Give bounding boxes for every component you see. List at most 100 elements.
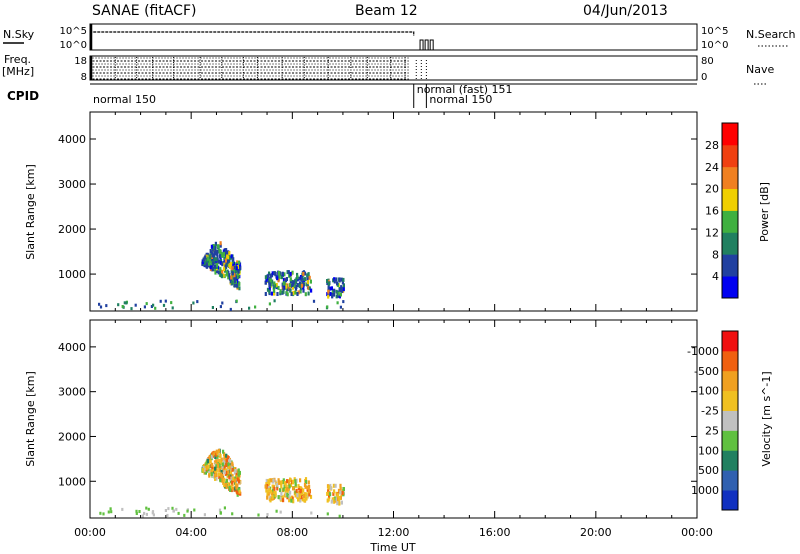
scatter-cell xyxy=(223,256,226,261)
scatter-cell xyxy=(216,254,219,259)
y-tick-label: 1000 xyxy=(58,268,86,281)
scatter-cell xyxy=(295,488,298,493)
scatter-cell xyxy=(270,282,273,287)
scatter-cell xyxy=(237,479,240,484)
scatter-cell xyxy=(305,492,308,497)
scatter-cell xyxy=(203,468,206,473)
scatter-cell xyxy=(328,286,332,291)
scatter-cell xyxy=(215,468,218,473)
scatter-cell xyxy=(215,265,218,269)
scatter-cell xyxy=(326,279,329,283)
velocity-axes: 1000 2000 3000 4000 xyxy=(58,320,698,518)
scatter-cell xyxy=(272,286,275,291)
y-tick-label: 2000 xyxy=(58,430,86,443)
scatter-cell xyxy=(328,495,331,500)
scatter-cell xyxy=(213,253,216,258)
scatter-cell xyxy=(340,500,343,505)
scatter-cell xyxy=(227,465,230,470)
scatter-cell xyxy=(292,290,295,295)
scatter-cell xyxy=(286,486,289,491)
scatter-cell xyxy=(293,283,296,288)
scatter-cell xyxy=(208,473,211,478)
scatter-cell xyxy=(216,269,219,273)
colorbar-swatch xyxy=(722,166,738,190)
scatter-cell xyxy=(99,305,103,309)
y-tick-label: 2000 xyxy=(58,223,86,236)
scatter-cell xyxy=(270,273,273,278)
scatter-cell xyxy=(290,498,293,503)
scatter-cell xyxy=(229,255,232,260)
colorbar-swatch xyxy=(722,430,738,451)
scatter-cell xyxy=(219,305,222,309)
scatter-cell xyxy=(299,498,302,503)
scatter-cell xyxy=(273,486,276,491)
scatter-cell xyxy=(224,468,228,473)
scatter-cell xyxy=(335,277,338,282)
scatter-cell xyxy=(224,254,227,259)
scatter-cell xyxy=(233,265,236,270)
scatter-cell xyxy=(99,511,102,515)
scatter-cell xyxy=(335,497,338,502)
scatter-cell xyxy=(296,493,299,498)
beam-title: Beam 12 xyxy=(355,3,418,19)
scatter-cell xyxy=(219,269,222,274)
nave-tick-bottom: 0 xyxy=(701,72,707,83)
scatter-cell xyxy=(238,489,241,494)
scatter-cell xyxy=(327,485,330,490)
scatter-cell xyxy=(309,279,312,284)
scatter-cell xyxy=(298,284,301,288)
scatter-cell xyxy=(225,271,228,276)
scatter-cell xyxy=(221,262,224,267)
scatter-cell xyxy=(288,484,291,489)
scatter-cell xyxy=(211,265,214,269)
scatter-cell xyxy=(269,495,272,500)
scatter-cell xyxy=(231,259,234,264)
scatter-cell xyxy=(225,250,228,255)
scatter-cell xyxy=(229,472,233,477)
scatter-cell xyxy=(213,468,216,473)
scatter-cell xyxy=(121,507,124,511)
scatter-cell xyxy=(215,449,218,454)
colorbar-swatch xyxy=(722,232,738,255)
scatter-cell xyxy=(141,514,144,518)
scatter-cell xyxy=(236,271,239,276)
scatter-cell xyxy=(300,495,303,500)
scatter-cell xyxy=(231,467,234,472)
scatter-cell xyxy=(221,269,224,274)
scatter-cell xyxy=(295,285,298,289)
scatter-cell xyxy=(225,458,228,463)
scatter-cell xyxy=(230,262,233,266)
scatter-cell xyxy=(216,454,219,459)
scatter-cell xyxy=(234,469,237,473)
scatter-cell xyxy=(304,292,307,297)
scatter-cell xyxy=(276,482,279,487)
power-frame xyxy=(89,111,698,312)
scatter-cell xyxy=(217,452,220,456)
scatter-cell xyxy=(213,267,216,271)
scatter-cell xyxy=(274,491,277,496)
scatter-cell xyxy=(150,305,153,308)
scatter-cell xyxy=(302,285,305,290)
scatter-cell xyxy=(302,488,305,493)
scatter-cell xyxy=(282,277,286,282)
scatter-cell xyxy=(162,303,166,307)
colorbar-tick-label: -25 xyxy=(701,405,719,418)
scatter-cell xyxy=(231,512,234,516)
scatter-cell xyxy=(302,494,306,498)
scatter-cell xyxy=(221,301,224,305)
scatter-cell xyxy=(330,286,333,291)
scatter-cell xyxy=(277,478,280,483)
scatter-cell xyxy=(292,499,295,504)
scatter-cell xyxy=(273,490,276,494)
scatter-cell xyxy=(337,500,340,505)
scatter-cell xyxy=(272,488,275,493)
scatter-cell xyxy=(296,275,299,280)
cpid-segment-label: normal (fast) 151 xyxy=(417,83,513,96)
time-axis: 00:00 04:00 08:00 12:00 16:00 20:00 00:00 xyxy=(74,526,713,539)
scatter-cell xyxy=(295,478,298,483)
scatter-cell xyxy=(331,497,334,502)
scatter-cell xyxy=(125,301,128,305)
scatter-cell xyxy=(212,261,215,266)
scatter-cell xyxy=(219,459,222,463)
